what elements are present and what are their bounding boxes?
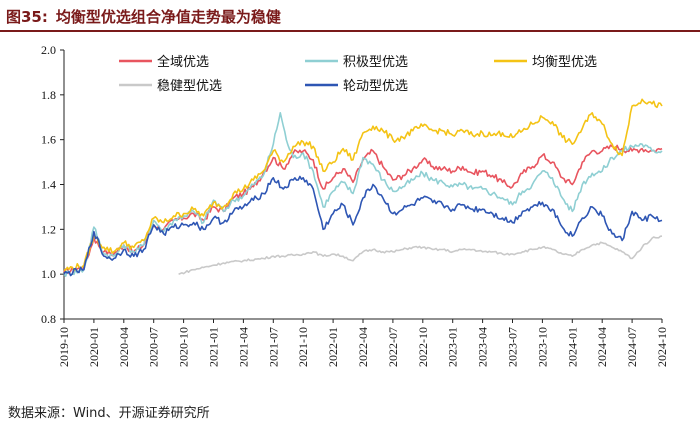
- x-tick-label: 2024-04: [595, 327, 609, 367]
- x-tick-label: 2020-01: [87, 327, 101, 367]
- y-tick-label: 1.2: [41, 222, 56, 236]
- series-line-2: [63, 112, 663, 277]
- x-tick-label: 2022-01: [326, 327, 340, 367]
- title-divider: [0, 30, 700, 32]
- x-tick-label: 2021-07: [266, 327, 280, 367]
- legend-label-1: 全域优选: [157, 54, 209, 70]
- x-tick-label: 2023-10: [535, 327, 549, 367]
- figure-title: 图35: 均衡型优选组合净值走势最为稳健: [6, 6, 281, 27]
- x-tick-label: 2023-01: [446, 327, 460, 367]
- y-tick-label: 1.0: [41, 267, 56, 281]
- series-line-3: [63, 98, 663, 271]
- x-tick-label: 2024-01: [565, 327, 579, 367]
- x-tick-label: 2024-10: [655, 327, 669, 367]
- figure-number: 图35:: [6, 8, 48, 26]
- series-line-4: [178, 235, 663, 275]
- y-tick-label: 2.0: [41, 43, 56, 57]
- series-line-5: [63, 175, 663, 277]
- x-tick-label: 2020-07: [147, 327, 161, 367]
- x-tick-label: 2020-04: [117, 327, 131, 367]
- x-tick-label: 2023-07: [506, 327, 520, 367]
- legend-label-5: 轮动型优选: [343, 79, 408, 94]
- x-tick-label: 2021-10: [296, 327, 310, 367]
- x-tick-label: 2024-07: [625, 327, 639, 367]
- x-tick-label: 2023-04: [476, 327, 490, 367]
- x-tick-label: 2020-10: [177, 327, 191, 367]
- legend-label-2: 积极型优选: [343, 55, 408, 70]
- figure-title-bar: 图35: 均衡型优选组合净值走势最为稳健: [0, 0, 700, 32]
- x-tick-label: 2021-01: [207, 327, 221, 367]
- x-tick-label: 2019-10: [57, 327, 71, 367]
- x-tick-label: 2021-04: [236, 327, 250, 367]
- y-tick-label: 1.6: [41, 133, 56, 147]
- x-tick-label: 2022-10: [416, 327, 430, 367]
- y-tick-label: 0.8: [41, 312, 56, 326]
- legend-label-4: 稳健型优选: [157, 78, 222, 94]
- x-tick-label: 2022-04: [356, 327, 370, 367]
- figure-title-text: 均衡型优选组合净值走势最为稳健: [55, 8, 281, 26]
- y-tick-label: 1.8: [41, 88, 56, 102]
- legend-label-3: 均衡型优选: [532, 55, 597, 70]
- y-tick-label: 1.4: [41, 178, 56, 192]
- x-tick-label: 2022-07: [386, 327, 400, 367]
- source-note: 数据来源：Wind、开源证券研究所: [8, 406, 210, 421]
- line-chart: 0.8 1.0 1.2 1.4 1.6 1.8 2.0 2019-10 2020-01 2020-…: [41, 43, 669, 367]
